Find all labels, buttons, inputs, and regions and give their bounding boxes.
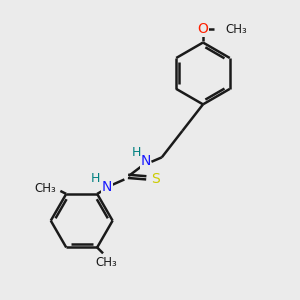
Text: H: H [132, 146, 141, 159]
Text: O: O [198, 22, 208, 36]
Text: H: H [91, 172, 101, 185]
Text: CH₃: CH₃ [225, 23, 247, 36]
Text: CH₃: CH₃ [35, 182, 56, 194]
Text: N: N [140, 154, 151, 168]
Text: N: N [102, 180, 112, 194]
Text: S: S [152, 172, 160, 186]
Text: CH₃: CH₃ [95, 256, 117, 269]
